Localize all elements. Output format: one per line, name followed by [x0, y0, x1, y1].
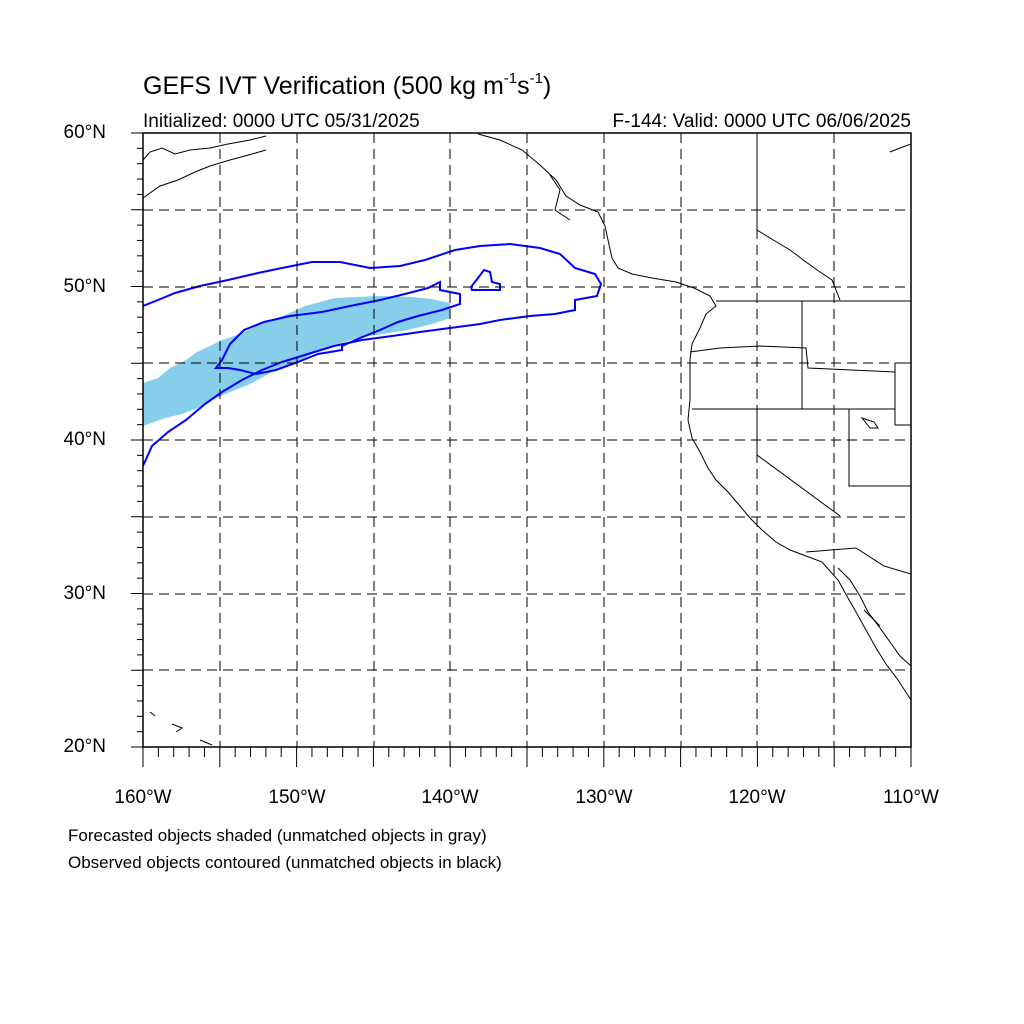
note-forecast: Forecasted objects shaded (unmatched obj… [68, 826, 487, 845]
y-label-30n: 30°N [63, 583, 106, 604]
axis-ticks [131, 132, 912, 767]
coastlines [143, 133, 911, 746]
map-title: GEFS IVT Verification (500 kg m-1s-1) [143, 70, 552, 100]
political-borders [689, 300, 911, 575]
observed-contour-small [469, 268, 501, 291]
initialized-time: Initialized: 0000 UTC 05/31/2025 [143, 111, 420, 132]
map-frame-content [143, 133, 911, 746]
observed-contour-outer [143, 242, 603, 467]
x-label-150w: 150°W [268, 787, 326, 808]
y-label-50n: 50°N [63, 276, 106, 297]
x-label-130w: 130°W [575, 787, 633, 808]
observed-contour-inner [214, 280, 461, 376]
y-label-20n: 20°N [63, 736, 106, 757]
x-label-140w: 140°W [421, 787, 479, 808]
x-label-120w: 120°W [728, 787, 786, 808]
x-label-160w: 160°W [114, 787, 172, 808]
gridlines [143, 133, 911, 747]
y-label-40n: 40°N [63, 429, 106, 450]
y-label-60n: 60°N [63, 122, 106, 143]
x-label-110w: 110°W [883, 787, 939, 808]
valid-time: F-144: Valid: 0000 UTC 06/06/2025 [612, 111, 911, 132]
note-observed: Observed objects contoured (unmatched ob… [68, 853, 502, 872]
